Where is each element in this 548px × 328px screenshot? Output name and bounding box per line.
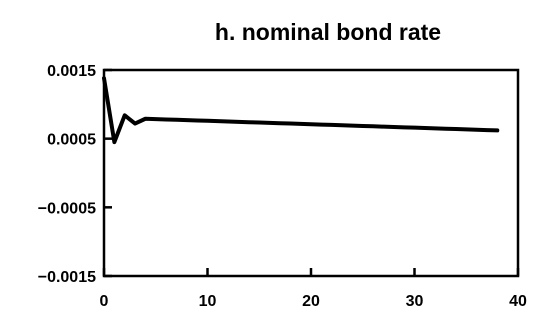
x-tick-label: 0 [100,293,109,310]
plot-frame [102,68,520,278]
series-line [102,76,500,145]
x-tick-label: 20 [302,293,320,310]
x-tick-label: 40 [509,293,527,310]
x-tick-label: 10 [199,293,217,310]
y-tick-label: −0.0005 [38,200,96,217]
series-group [102,76,500,145]
y-tick-label: −0.0015 [38,269,96,286]
y-tick-label: 0.0015 [47,63,96,80]
x-tick-label: 30 [406,293,424,310]
y-tick-label: 0.0005 [47,132,96,149]
axis-ticks: 0 10 20 30 40 0.0015 0.0005 −0.0005 −0.0015 [38,63,527,310]
chart-title: h. nominal bond rate [215,19,441,45]
